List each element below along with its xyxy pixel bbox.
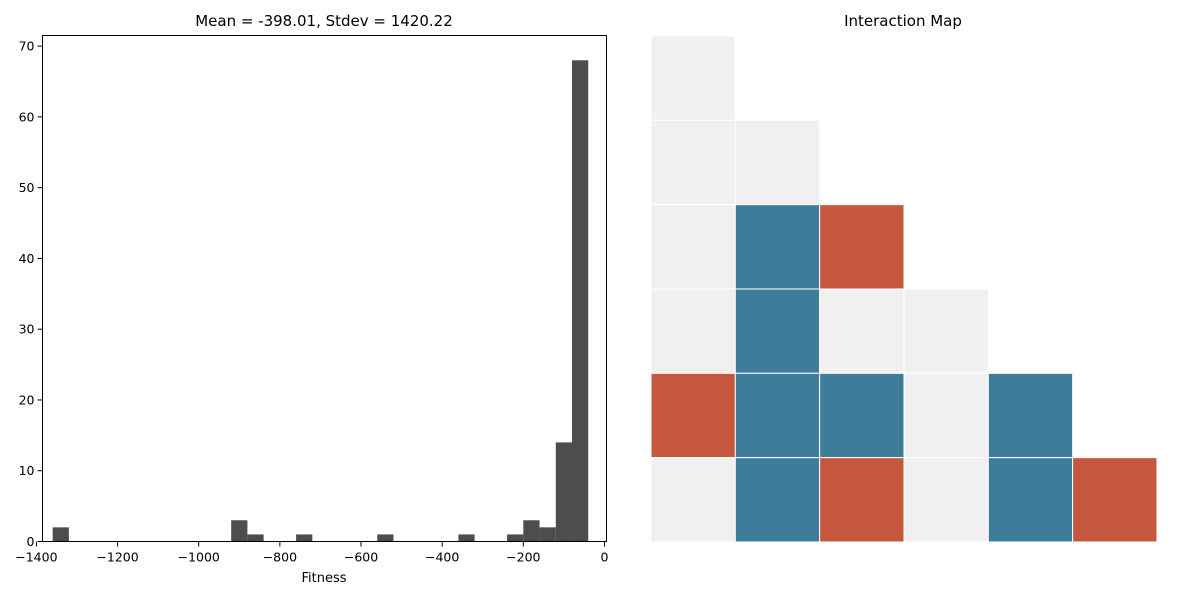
histogram-y-ticks: 0 10 20 30 40 50 60 70 (19, 39, 43, 549)
interaction-cell-neutral (903, 288, 989, 374)
interaction-cell-neutral (650, 204, 736, 290)
histogram-bars (52, 60, 589, 542)
x-tick-label: −1200 (96, 550, 138, 565)
histogram-bar (539, 527, 556, 542)
histogram-bar (247, 534, 264, 542)
interaction-cell-neutral (903, 372, 989, 459)
interaction-cell-neutral (650, 288, 736, 374)
histogram-bar (555, 442, 573, 542)
x-tick-label: −1000 (178, 550, 220, 565)
histogram-x-label: Fitness (301, 571, 346, 586)
interaction-cell-positive (987, 372, 1074, 459)
histogram-title: Mean = -398.01, Stdev = 1420.22 (195, 12, 453, 30)
histogram-bar (507, 534, 524, 542)
interaction-cell-negative (819, 457, 905, 543)
histogram-bar (523, 520, 540, 542)
histogram-bar (458, 534, 475, 542)
histogram-bar (572, 60, 589, 542)
x-tick-label: −800 (263, 550, 297, 565)
interaction-cell-negative (819, 204, 905, 290)
interaction-cell-neutral (650, 35, 736, 121)
interaction-cell-positive (734, 457, 821, 543)
histogram-x-ticks: −1400 −1200 −1000 −800 −600 −400 −200 0 (15, 541, 608, 565)
interaction-cell-positive (734, 372, 821, 459)
histogram-bar (377, 534, 394, 542)
y-tick-label: 10 (19, 463, 35, 478)
interaction-cell-neutral (903, 457, 989, 543)
interaction-cell-neutral (819, 288, 905, 374)
interaction-cell-neutral (734, 119, 821, 206)
interaction-cell-positive (734, 288, 821, 374)
x-tick-label: −400 (425, 550, 459, 565)
interaction-map-title: Interaction Map (844, 12, 962, 30)
y-tick-label: 20 (19, 392, 35, 407)
x-tick-label: −1400 (15, 550, 57, 565)
interaction-cell-positive (819, 372, 905, 459)
histogram-bar (52, 527, 69, 542)
histogram-frame (42, 35, 607, 542)
y-tick-label: 30 (19, 322, 35, 337)
x-tick-label: 0 (600, 550, 608, 565)
x-tick-label: −200 (506, 550, 540, 565)
histogram-bar (231, 520, 248, 542)
y-tick-label: 70 (19, 39, 35, 54)
histogram-panel: Mean = -398.01, Stdev = 1420.22 −1400 −12… (15, 12, 608, 586)
interaction-cell-negative (1072, 457, 1158, 543)
interaction-cell-neutral (650, 119, 736, 206)
interaction-cell-positive (987, 457, 1074, 543)
y-tick-label: 60 (19, 109, 35, 124)
y-tick-label: 40 (19, 251, 35, 266)
x-tick-label: −600 (344, 550, 378, 565)
histogram-bar (296, 534, 313, 542)
interaction-cell-negative (650, 372, 736, 459)
interaction-map-panel: Interaction Map (650, 12, 1158, 543)
interaction-cell-neutral (650, 457, 736, 543)
interaction-cell-positive (734, 204, 821, 290)
interaction-map-cells (650, 35, 1158, 543)
y-tick-label: 50 (19, 180, 35, 195)
y-tick-label: 0 (27, 534, 35, 549)
